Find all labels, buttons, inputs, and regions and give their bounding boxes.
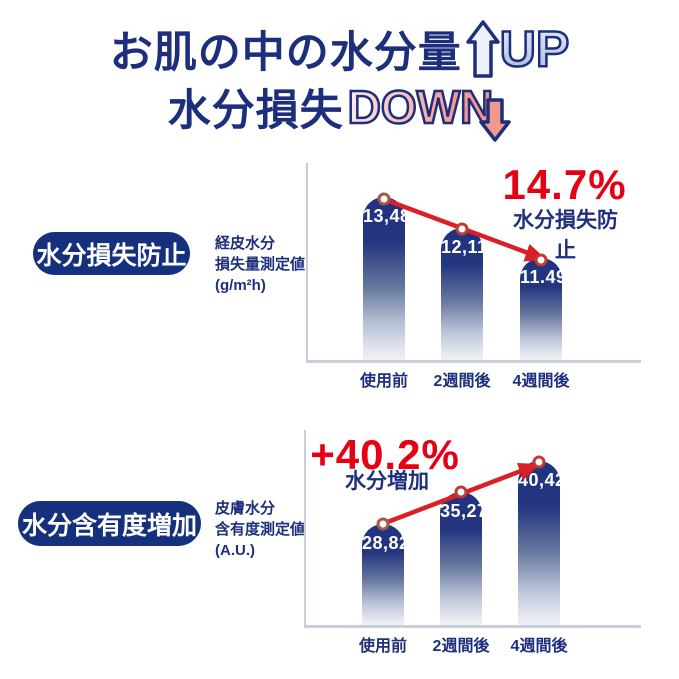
up-badge: UP: [466, 20, 571, 79]
pill-moisture-content-increase: 水分含有度増加: [18, 501, 201, 546]
axis-label-line: 損失量測定値: [215, 256, 306, 273]
chart1-bar-2weeks: 12,11: [441, 228, 488, 360]
bar-value: 40,42: [518, 470, 566, 490]
chart1-y-axis-line: [306, 163, 308, 362]
up-badge-label: UP: [499, 20, 571, 79]
title-text-line2: 水分損失: [167, 87, 344, 135]
bar-value: 28,82: [362, 533, 410, 553]
chart2-bar-2weeks: 35,27: [440, 492, 488, 625]
chart1-y-axis-label: 経皮水分 損失量測定値 (g/m²h): [215, 233, 305, 296]
chart1-highlight-percent: 14.7%: [502, 161, 627, 208]
pill-label: 水分含有度増加: [21, 511, 197, 540]
bar-value: 13,48: [363, 206, 411, 226]
chart1-bar-4weeks: 11.49: [520, 258, 567, 360]
chart1-bar-before: 13,48: [363, 197, 411, 360]
chart2-bar-before: 28,82: [362, 524, 410, 625]
axis-label-line: 皮膚水分: [215, 500, 276, 517]
title-line-1: お肌の中の水分量 UP: [0, 18, 679, 80]
chart2-highlight-caption: 水分増加: [345, 470, 429, 493]
title-line-2: 水分損失 DOWN: [0, 78, 679, 142]
chart2-y-axis-label: 皮膚水分 含有度測定値 (A.U.): [215, 498, 305, 561]
bar-value: 11.49: [520, 267, 567, 287]
axis-label-line: (A.U.): [215, 542, 255, 559]
up-arrow-icon: [466, 20, 500, 78]
bar-value: 12,11: [441, 237, 488, 257]
chart1-tick-4weeks: 4週間後: [512, 373, 570, 390]
chart2-tick-before: 使用前: [358, 638, 407, 655]
chart1-highlight-caption: 水分損失防止: [513, 209, 618, 262]
bar-value: 35,27: [440, 501, 488, 521]
down-badge: DOWN: [346, 72, 512, 142]
axis-label-line: 経皮水分: [215, 235, 276, 252]
down-badge-label: DOWN: [346, 80, 494, 135]
chart2-x-axis-line: [304, 625, 641, 628]
chart2-tick-4weeks: 4週間後: [510, 638, 568, 655]
chart1-tick-2weeks: 2週間後: [433, 373, 491, 390]
title-text-line1: お肌の中の水分量: [109, 29, 462, 77]
chart1-x-axis-line: [306, 360, 641, 363]
chart2-y-axis-line: [304, 430, 306, 628]
axis-label-line: (g/m²h): [215, 277, 266, 294]
title-block: お肌の中の水分量 UP 水分損失 DOWN: [0, 18, 679, 142]
pill-label: 水分損失防止: [36, 241, 187, 270]
pill-moisture-loss-prevention: 水分損失防止: [33, 232, 190, 275]
chart1-tick-before: 使用前: [359, 373, 408, 390]
chart2-bar-4weeks: 40,42: [518, 461, 566, 625]
axis-label-line: 含有度測定値: [215, 521, 306, 538]
chart2-tick-2weeks: 2週間後: [432, 638, 490, 655]
down-arrow-icon: [479, 98, 512, 142]
